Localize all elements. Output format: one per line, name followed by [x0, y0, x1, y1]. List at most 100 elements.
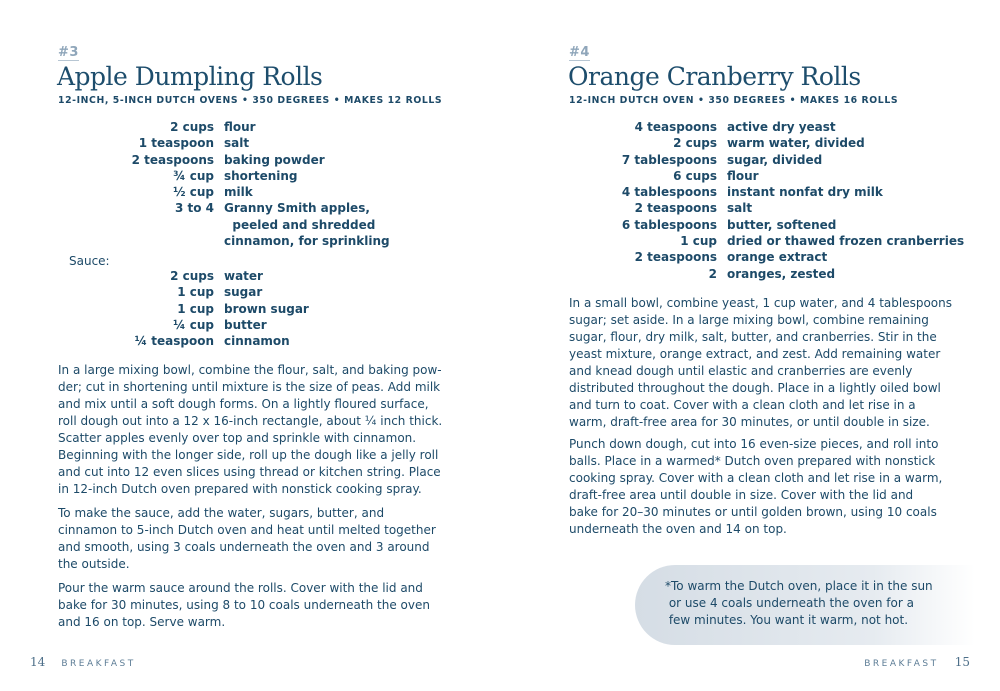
- ingredient-name: cinnamon, for sprinkling: [224, 234, 390, 249]
- ingredient-amount: 2 cups: [170, 269, 214, 283]
- ingredient-row: ¼ teaspoon cinnamon: [58, 333, 309, 349]
- ingredient-row: peeled and shredded: [58, 217, 390, 233]
- right-page: #4 Orange Cranberry Rolls 12-INCH DUTCH …: [500, 0, 1000, 691]
- ingredient-amount: 6 tablespoons: [621, 217, 717, 232]
- ingredient-name: milk: [224, 185, 253, 200]
- ingredient-amount: 7 tablespoons: [621, 152, 717, 167]
- text-line: and 16 on top. Serve warm.: [58, 615, 226, 629]
- recipe-subtitle: 12-INCH DUTCH OVEN • 350 DEGREES • MAKES…: [569, 95, 899, 106]
- ingredient-amount: 1 cup: [177, 301, 214, 316]
- text-line: and cut into 12 even slices using thread…: [58, 465, 441, 479]
- text-line: and mix until a soft dough forms. On a l…: [58, 397, 429, 411]
- ingredient-name: oranges, zested: [727, 266, 836, 281]
- recipe-number: #3: [58, 45, 79, 61]
- recipe-number: #4: [569, 45, 590, 61]
- ingredient-name: butter: [224, 317, 267, 332]
- text-line: cinnamon to 5-inch Dutch oven and heat u…: [58, 523, 436, 537]
- ingredient-amount: 4 teaspoons: [634, 120, 717, 134]
- ingredient-name: sugar: [224, 285, 263, 300]
- ingredient-list: 2 cups flour 1 teaspoon salt 2 teaspoons baki…: [58, 119, 390, 249]
- sauce-ingredient-list: 2 cups water 1 cup sugar 1 cup brown sugar ¼ c…: [58, 268, 309, 349]
- instruction-paragraph: In a large mixing bowl, combine the flou…: [58, 362, 442, 498]
- instruction-paragraph: To make the sauce, add the water, sugars…: [58, 505, 436, 573]
- instruction-paragraph: In a small bowl, combine yeast, 1 cup wa…: [569, 295, 952, 431]
- text-line: in 12-inch Dutch oven prepared with nons…: [58, 482, 422, 496]
- ingredient-amount: 2: [708, 266, 717, 281]
- text-line: and knead dough until elastic and cranbe…: [569, 364, 913, 378]
- instruction-paragraph: Pour the warm sauce around the rolls. Co…: [58, 580, 430, 631]
- text-line: Scatter apples evenly over top and sprin…: [58, 431, 417, 445]
- page-footer: 14 BREAKFAST: [30, 655, 136, 669]
- ingredient-row: 1 cup dried or thawed frozen cranberries: [569, 233, 964, 249]
- ingredient-amount: 2 teaspoons: [634, 201, 717, 216]
- text-line: the outside.: [58, 557, 130, 571]
- section-name: BREAKFAST: [864, 659, 939, 669]
- tip-text: *To warm the Dutch oven, place it in the…: [665, 578, 933, 629]
- text-line: warm, draft-free area for 30 minutes, or…: [569, 415, 930, 429]
- left-page: #3 Apple Dumpling Rolls 12-INCH, 5-INCH …: [30, 45, 442, 670]
- ingredient-name: salt: [224, 136, 250, 151]
- ingredient-name: salt: [727, 201, 753, 216]
- ingredient-name: sugar, divided: [727, 152, 823, 167]
- ingredient-name: peeled and shredded: [224, 217, 376, 232]
- ingredient-row: 6 cups flour: [569, 168, 964, 184]
- ingredient-row: 3 to 4 Granny Smith apples,: [58, 200, 390, 216]
- ingredient-name: dried or thawed frozen cranberries: [727, 234, 965, 249]
- ingredient-name: shortening: [224, 168, 298, 183]
- section-name: BREAKFAST: [61, 659, 136, 669]
- text-line: distributed throughout the dough. Place …: [569, 381, 941, 395]
- text-line: few minutes. You want it warm, not hot.: [665, 613, 909, 627]
- text-line: cooking spray. Cover with a clean cloth …: [569, 471, 943, 485]
- ingredient-amount: [58, 233, 214, 249]
- ingredient-name: water: [224, 269, 263, 283]
- ingredient-name: active dry yeast: [727, 120, 836, 134]
- ingredient-amount: ¾ cup: [173, 168, 214, 183]
- ingredient-name: Granny Smith apples,: [224, 201, 370, 216]
- ingredient-name: orange extract: [727, 250, 828, 265]
- text-line: and turn to coat. Cover with a clean clo…: [569, 398, 916, 412]
- ingredient-name: cinnamon: [224, 334, 290, 349]
- ingredient-amount: 3 to 4: [174, 201, 214, 216]
- ingredient-row: 2 cups warm water, divided: [569, 135, 964, 151]
- ingredient-name: flour: [727, 168, 759, 183]
- ingredient-row: ¼ cup butter: [58, 317, 309, 333]
- text-line: roll dough out into a 12 x 16-inch recta…: [58, 414, 443, 428]
- recipe-title: Apple Dumpling Rolls: [57, 62, 323, 91]
- ingredient-row: 4 tablespoons instant nonfat dry milk: [569, 184, 964, 200]
- text-line: yeast mixture, orange extract, and zest.…: [569, 347, 941, 361]
- page-number: 14: [30, 655, 46, 669]
- ingredient-row: 2 oranges, zested: [569, 266, 964, 282]
- ingredient-name: warm water, divided: [727, 136, 865, 151]
- ingredient-row: cinnamon, for sprinkling: [58, 233, 390, 249]
- ingredient-amount: 2 teaspoons: [634, 250, 717, 265]
- ingredient-row: ¾ cup shortening: [58, 168, 390, 184]
- sauce-label: Sauce:: [69, 254, 110, 268]
- ingredient-row: 1 cup brown sugar: [58, 301, 309, 317]
- ingredient-amount: 2 cups: [673, 136, 717, 151]
- text-line: sugar; set aside. In a large mixing bowl…: [569, 313, 929, 327]
- ingredient-name: instant nonfat dry milk: [727, 185, 883, 200]
- ingredient-row: 2 cups flour: [58, 119, 390, 135]
- tip-callout: *To warm the Dutch oven, place it in the…: [635, 565, 975, 645]
- text-line: bake for 30 minutes, using 8 to 10 coals…: [58, 598, 430, 612]
- text-line: bake for 20–30 minutes or until golden b…: [569, 505, 937, 519]
- text-line: and smooth, using 3 coals underneath the…: [58, 540, 430, 554]
- ingredient-amount: ¼ teaspoon: [134, 334, 214, 349]
- text-line: Pour the warm sauce around the rolls. Co…: [58, 581, 423, 595]
- text-line: *To warm the Dutch oven, place it in the…: [665, 579, 933, 593]
- ingredient-row: 2 cups water: [58, 268, 309, 284]
- recipe-title: Orange Cranberry Rolls: [568, 62, 861, 91]
- ingredient-amount: 6 cups: [673, 168, 717, 183]
- ingredient-amount: 1 teaspoon: [138, 136, 214, 151]
- ingredient-amount: 1 cup: [177, 285, 214, 300]
- text-line: To make the sauce, add the water, sugars…: [58, 506, 385, 520]
- ingredient-row: 2 teaspoons salt: [569, 200, 964, 216]
- text-line: balls. Place in a warmed* Dutch oven pre…: [569, 454, 936, 468]
- ingredient-amount: [58, 217, 214, 233]
- ingredient-row: 2 teaspoons orange extract: [569, 249, 964, 265]
- text-line: or use 4 coals underneath the oven for a: [665, 596, 914, 610]
- ingredient-amount: 2 cups: [170, 120, 214, 134]
- ingredient-row: 6 tablespoons butter, softened: [569, 217, 964, 233]
- text-line: Beginning with the longer side, roll up …: [58, 448, 439, 462]
- text-line: sugar, flour, dry milk, salt, butter, an…: [569, 330, 937, 344]
